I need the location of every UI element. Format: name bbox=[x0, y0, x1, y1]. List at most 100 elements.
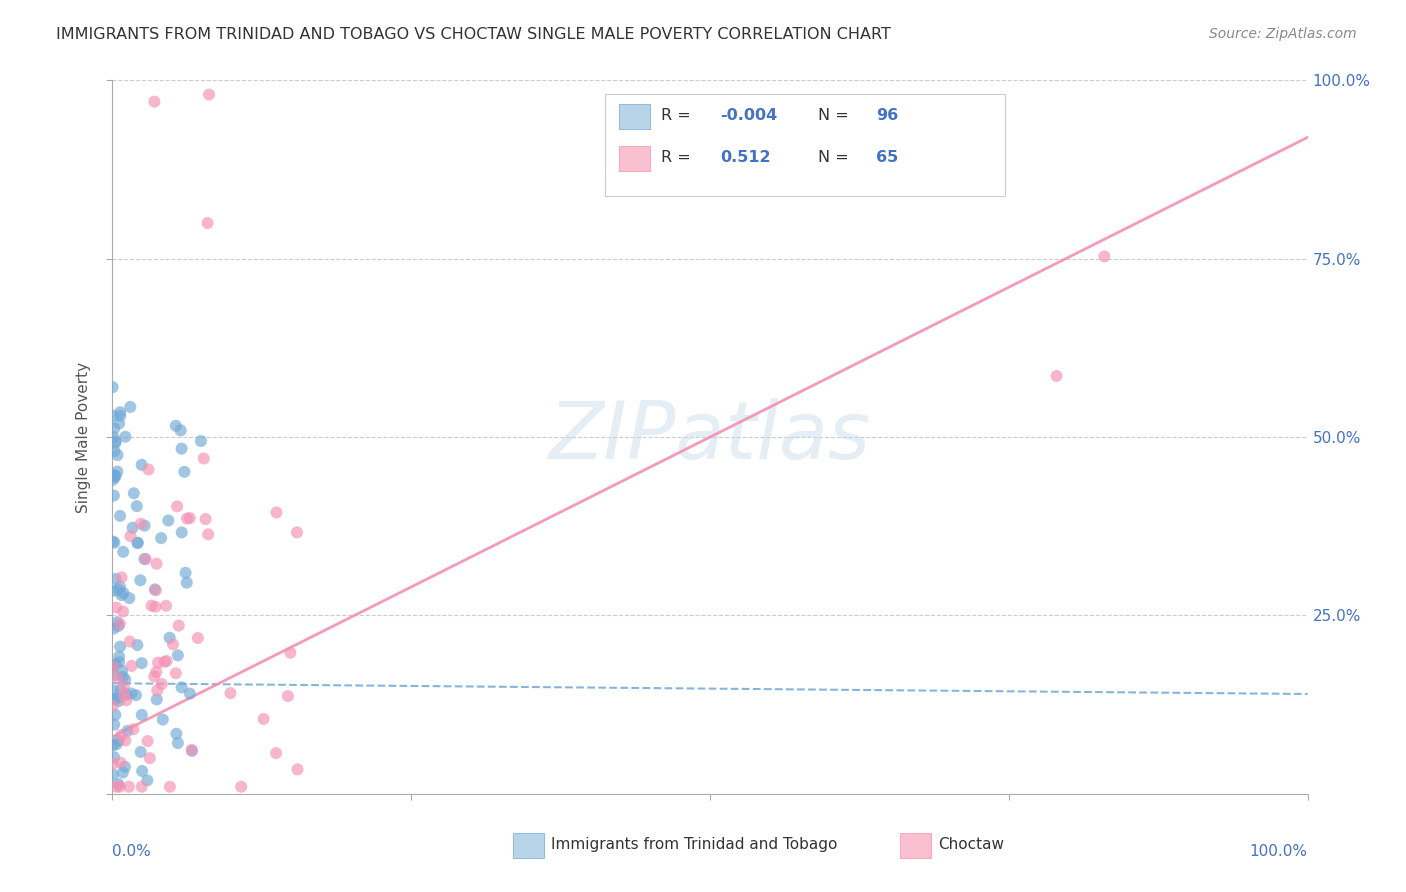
Point bbox=[107, 619, 129, 633]
Point bbox=[103, 683, 125, 698]
Point bbox=[112, 545, 135, 559]
Point bbox=[107, 777, 129, 791]
Point bbox=[170, 525, 193, 540]
Point bbox=[120, 686, 142, 700]
Point bbox=[107, 582, 129, 597]
Text: Immigrants from Trinidad and Tobago: Immigrants from Trinidad and Tobago bbox=[551, 838, 838, 852]
Point bbox=[105, 737, 128, 751]
Point bbox=[127, 535, 149, 549]
Point bbox=[101, 658, 124, 673]
Point bbox=[104, 434, 127, 449]
Point bbox=[131, 707, 153, 722]
Point bbox=[1094, 249, 1116, 263]
Point bbox=[110, 728, 132, 742]
Point bbox=[118, 780, 141, 794]
Point bbox=[103, 468, 125, 483]
Point bbox=[110, 570, 132, 584]
Text: -0.004: -0.004 bbox=[720, 109, 778, 123]
Point bbox=[103, 659, 125, 673]
Point bbox=[170, 681, 193, 695]
Point bbox=[135, 552, 157, 566]
Point bbox=[159, 631, 181, 645]
Point bbox=[104, 435, 127, 450]
Point bbox=[156, 654, 179, 668]
Text: 65: 65 bbox=[876, 151, 898, 165]
Point bbox=[103, 622, 125, 636]
Point bbox=[108, 508, 131, 523]
Point bbox=[162, 637, 184, 651]
Point bbox=[198, 87, 221, 102]
Point bbox=[101, 698, 124, 713]
Point bbox=[285, 525, 308, 540]
Point bbox=[170, 424, 193, 438]
Text: N =: N = bbox=[818, 109, 855, 123]
Point bbox=[103, 750, 125, 764]
Point bbox=[145, 599, 167, 614]
Point bbox=[108, 655, 131, 669]
Point bbox=[110, 588, 132, 602]
Point bbox=[111, 664, 134, 678]
Point bbox=[155, 599, 177, 613]
Point bbox=[143, 95, 166, 109]
Point bbox=[117, 723, 139, 738]
Point bbox=[115, 688, 138, 702]
Point bbox=[136, 773, 159, 788]
Point bbox=[145, 692, 167, 706]
Point bbox=[103, 583, 125, 598]
Point bbox=[167, 618, 190, 632]
Point bbox=[103, 430, 125, 444]
Point bbox=[167, 736, 190, 750]
Point bbox=[146, 656, 169, 670]
Point bbox=[101, 757, 124, 772]
Point bbox=[103, 717, 125, 731]
Point bbox=[190, 434, 212, 448]
Point bbox=[134, 552, 156, 566]
Text: R =: R = bbox=[661, 109, 696, 123]
Point bbox=[104, 657, 127, 672]
Point bbox=[112, 605, 135, 619]
Point bbox=[103, 444, 125, 458]
Point bbox=[193, 451, 215, 466]
Point bbox=[134, 518, 156, 533]
Point bbox=[125, 688, 148, 702]
Point bbox=[103, 421, 125, 435]
Point bbox=[105, 780, 128, 794]
Point bbox=[108, 640, 131, 654]
Point bbox=[104, 468, 127, 483]
Point bbox=[131, 780, 153, 794]
Point bbox=[131, 656, 153, 670]
Point bbox=[115, 693, 138, 707]
Point bbox=[101, 534, 124, 549]
Text: Choctaw: Choctaw bbox=[938, 838, 1004, 852]
Point bbox=[165, 666, 187, 681]
Point bbox=[107, 733, 129, 747]
Point bbox=[150, 677, 173, 691]
Point bbox=[150, 531, 173, 545]
Point bbox=[145, 583, 167, 598]
Point bbox=[1046, 369, 1069, 384]
Point bbox=[101, 738, 124, 752]
Point bbox=[110, 756, 132, 770]
Point bbox=[252, 712, 274, 726]
Point bbox=[143, 582, 166, 597]
Point bbox=[197, 527, 219, 541]
Point bbox=[108, 580, 131, 594]
Point bbox=[120, 400, 142, 414]
Point bbox=[103, 489, 125, 503]
Point bbox=[157, 514, 180, 528]
Text: 96: 96 bbox=[876, 109, 898, 123]
Point bbox=[145, 665, 167, 679]
Point bbox=[187, 631, 209, 645]
Point bbox=[131, 764, 153, 778]
Point bbox=[101, 409, 124, 423]
Point bbox=[122, 723, 145, 737]
Point bbox=[103, 691, 125, 706]
Point bbox=[174, 566, 197, 580]
Point bbox=[141, 599, 163, 613]
Point bbox=[176, 511, 198, 525]
Point bbox=[107, 694, 129, 708]
Point bbox=[103, 668, 125, 682]
Point bbox=[125, 499, 148, 513]
Y-axis label: Single Male Poverty: Single Male Poverty bbox=[76, 361, 91, 513]
Point bbox=[180, 743, 202, 757]
